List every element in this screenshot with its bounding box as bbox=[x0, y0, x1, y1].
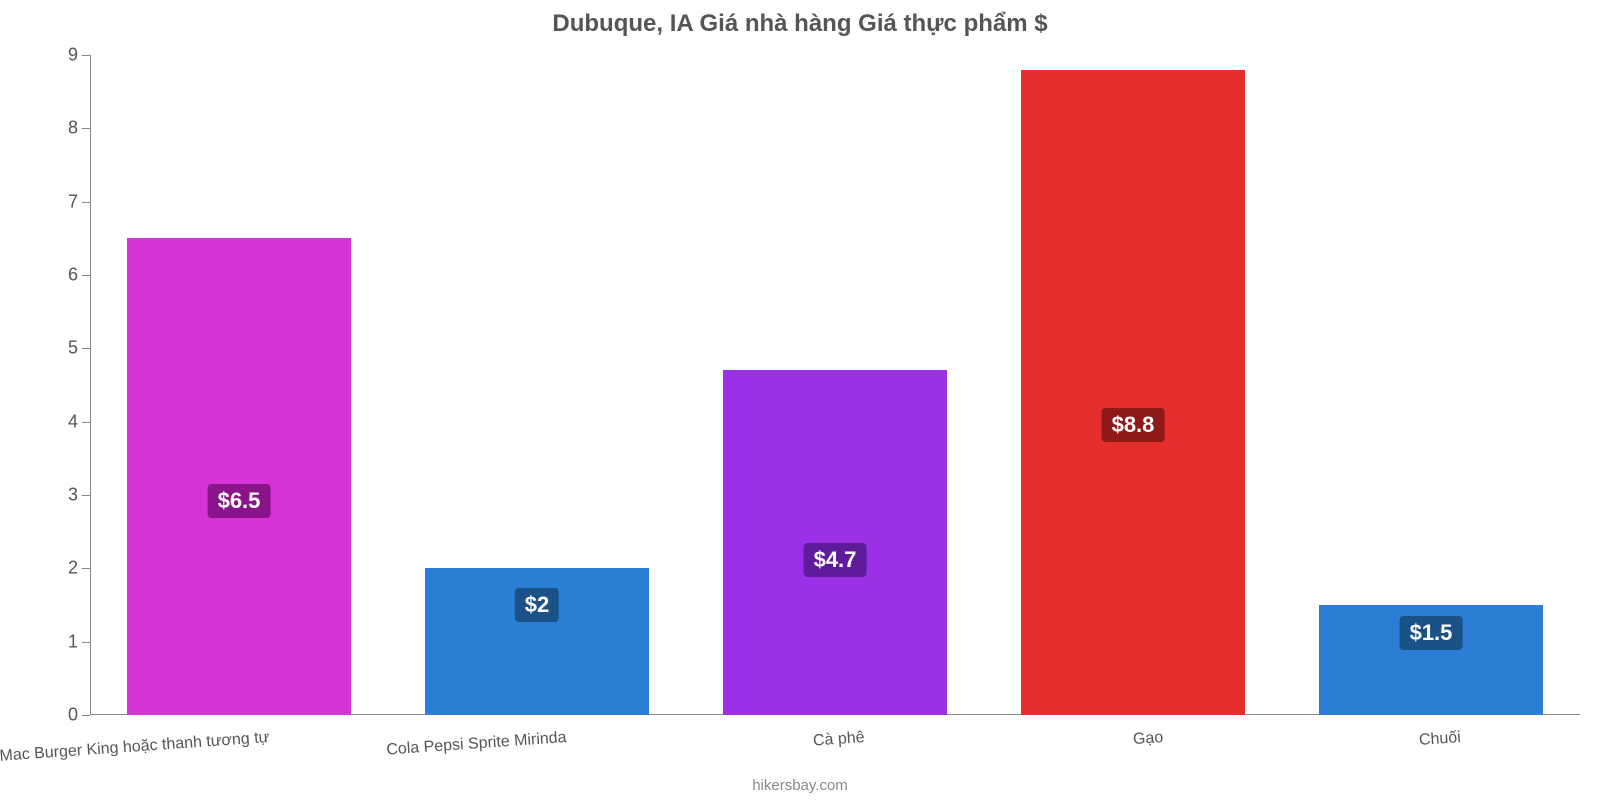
bar-value-label: $4.7 bbox=[804, 543, 867, 577]
bar bbox=[127, 238, 351, 715]
y-tick-label: 5 bbox=[68, 338, 90, 359]
bar-value-label: $8.8 bbox=[1102, 408, 1165, 442]
bar-value-label: $2 bbox=[515, 588, 559, 622]
category-label: Chuối bbox=[1419, 729, 1462, 750]
category-label: Cola Pepsi Sprite Mirinda bbox=[386, 729, 567, 760]
y-tick-label: 2 bbox=[68, 558, 90, 579]
y-tick-label: 6 bbox=[68, 265, 90, 286]
category-label: Gạo bbox=[1132, 729, 1163, 749]
y-tick-label: 7 bbox=[68, 191, 90, 212]
category-label: Mac Burger King hoặc thanh tương tự bbox=[0, 729, 270, 766]
chart-footer: hikersbay.com bbox=[0, 777, 1600, 794]
plot-area: 0123456789$6.5Mac Burger King hoặc thanh… bbox=[90, 55, 1580, 715]
y-axis bbox=[90, 55, 91, 715]
category-label: Cà phê bbox=[813, 729, 866, 751]
y-tick-label: 1 bbox=[68, 631, 90, 652]
chart-title: Dubuque, IA Giá nhà hàng Giá thực phẩm $ bbox=[0, 10, 1600, 38]
chart-container: Dubuque, IA Giá nhà hàng Giá thực phẩm $… bbox=[0, 0, 1600, 800]
y-tick-label: 3 bbox=[68, 485, 90, 506]
y-tick-label: 9 bbox=[68, 45, 90, 66]
y-tick-label: 0 bbox=[68, 705, 90, 726]
y-tick-label: 4 bbox=[68, 411, 90, 432]
bar-value-label: $1.5 bbox=[1400, 616, 1463, 650]
y-tick-label: 8 bbox=[68, 118, 90, 139]
bar-value-label: $6.5 bbox=[208, 484, 271, 518]
bar bbox=[1021, 70, 1245, 715]
